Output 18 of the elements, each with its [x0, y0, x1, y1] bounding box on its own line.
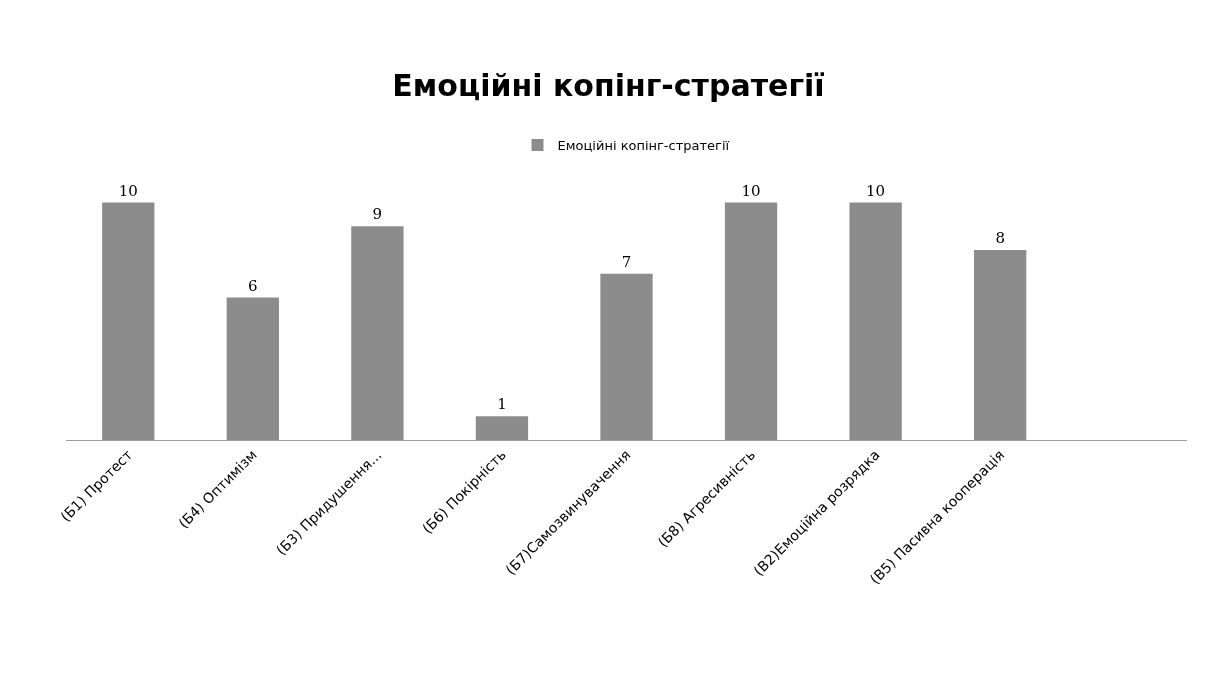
legend-label: Емоційні копінг-стратегії	[557, 138, 730, 154]
data-label: 9	[372, 205, 383, 224]
bar	[600, 273, 653, 440]
bar	[475, 416, 529, 440]
data-label: 1	[497, 395, 507, 414]
data-label: 6	[248, 276, 258, 295]
bar	[102, 202, 155, 440]
data-label: 7	[621, 252, 632, 271]
data-label: 8	[995, 229, 1005, 247]
bar	[849, 202, 902, 440]
bar	[351, 226, 404, 440]
bar	[226, 297, 279, 440]
chart-title: Емоційні копінг-стратегії	[392, 67, 825, 103]
bar	[724, 202, 778, 440]
data-label: 10	[118, 181, 138, 200]
bar	[974, 250, 1027, 440]
data-label: 10	[741, 181, 761, 200]
data-label: 10	[866, 181, 886, 200]
